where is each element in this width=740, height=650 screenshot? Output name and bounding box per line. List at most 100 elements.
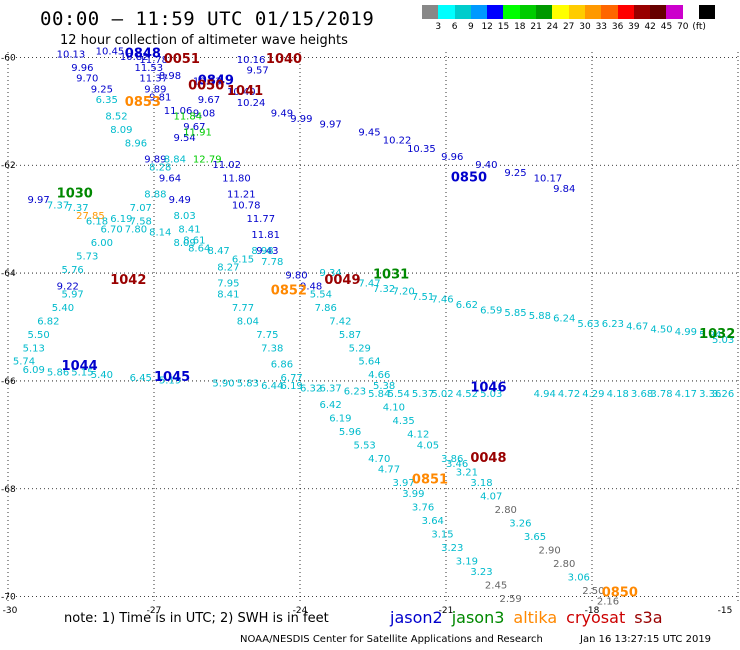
swh-value: 9.49 <box>271 109 293 120</box>
swh-value: 10.35 <box>407 144 436 155</box>
swh-value: 4.50 <box>650 324 672 335</box>
colorbar-label: 15 <box>497 22 510 32</box>
swh-value: 11.21 <box>227 190 256 201</box>
colorbar-label: 24 <box>546 22 559 32</box>
swh-value: 9.25 <box>504 168 526 179</box>
swh-value: 4.77 <box>378 465 400 476</box>
swh-value: 2.45 <box>485 581 507 592</box>
swh-value: 10.45 <box>96 47 125 58</box>
colorbar-label: 12 <box>481 22 493 32</box>
swh-value: 3.06 <box>568 572 590 583</box>
swh-value: 5.15 <box>71 368 93 379</box>
swh-value: 5.54 <box>388 389 410 400</box>
swh-value: 4.18 <box>607 389 629 400</box>
colorbar-cell <box>536 5 553 19</box>
swh-value: 9.43 <box>256 246 278 257</box>
pass-time-label: 1045 <box>154 370 190 385</box>
swh-value: 6.42 <box>319 400 341 411</box>
swh-value: 9.81 <box>149 93 171 104</box>
swh-value: 8.52 <box>105 111 127 122</box>
pass-time-label: 0850 <box>602 586 638 601</box>
colorbar-cell <box>601 5 618 19</box>
swh-value: 4.66 <box>368 370 390 381</box>
swh-value: 7.20 <box>392 287 414 298</box>
swh-value: 10.40 <box>227 87 256 98</box>
swh-value: 3.65 <box>524 532 546 543</box>
colorbar-cell <box>650 5 667 19</box>
swh-value: 6.32 <box>300 384 322 395</box>
colorbar-cell <box>568 5 585 19</box>
pass-time-label: 0852 <box>271 284 307 299</box>
units-note: note: 1) Time is in UTC; 2) SWH is in fe… <box>64 611 329 626</box>
swh-value: 9.67 <box>198 95 220 106</box>
colorbar-label: 3 <box>435 22 442 32</box>
swh-value: 7.86 <box>315 303 337 314</box>
swh-value: 9.70 <box>76 74 98 85</box>
swh-value: 6.44 <box>261 381 283 392</box>
swh-value: 6.18 <box>86 217 108 228</box>
swh-value: 5.40 <box>91 370 113 381</box>
swh-value: 4.05 <box>417 440 439 451</box>
swh-value: 8.64 <box>188 244 210 255</box>
swh-value: 9.25 <box>91 84 113 95</box>
swh-value: 4.94 <box>534 389 556 400</box>
pass-time-label: 0853 <box>125 95 161 110</box>
swh-value: 6.15 <box>232 254 254 265</box>
lat-label: -60 <box>1 53 16 63</box>
swh-value: 5.85 <box>504 308 526 319</box>
swh-value: 6.19 <box>329 413 351 424</box>
swh-value: 5.29 <box>349 343 371 354</box>
swh-value: 9.40 <box>475 160 497 171</box>
pass-time-label: 0848 <box>125 46 161 61</box>
swh-value: 3.86 <box>441 454 463 465</box>
lon-label: -30 <box>3 606 18 616</box>
map-axes: -60 -62 -64 -66 -68 -70 -30 -27 -24 -21 -18 -15 <box>1 53 732 616</box>
legend-jason3: jason3 <box>451 608 505 627</box>
pass-time-label: 1030 <box>57 187 93 202</box>
swh-value: 5.50 <box>27 330 49 341</box>
pass-time-label: 1032 <box>699 327 735 342</box>
lat-label: -70 <box>1 593 16 603</box>
swh-value: 7.78 <box>261 257 283 268</box>
color-scale-bar <box>422 5 716 19</box>
swh-value: 2.80 <box>553 559 575 570</box>
swh-value: 5.19 <box>159 376 181 387</box>
swh-value: 5.84 <box>368 389 390 400</box>
swh-value: 5.53 <box>354 440 376 451</box>
pass-time-label: 1042 <box>110 273 146 288</box>
swh-value: 4.29 <box>582 389 604 400</box>
swh-value: 5.73 <box>76 252 98 263</box>
swh-value: 6.19 <box>281 381 303 392</box>
swh-value: 3.18 <box>470 478 492 489</box>
swh-value: 9.67 <box>183 122 205 133</box>
swh-value: 5.83 <box>237 378 259 389</box>
legend-jason2: jason2 <box>390 608 443 627</box>
swh-value: 7.58 <box>130 217 152 228</box>
swh-value: 6.82 <box>37 316 59 327</box>
colorbar-label: 36 <box>611 22 624 32</box>
pass-time-label: 0851 <box>412 472 448 487</box>
swh-value: 5.37 <box>412 389 434 400</box>
colorbar-cell <box>666 5 683 19</box>
colorbar-label: 45 <box>660 22 673 32</box>
swh-value: 9.97 <box>27 195 49 206</box>
swh-value: 6.24 <box>553 314 575 325</box>
swh-value: 10.13 <box>193 76 222 87</box>
pass-time-label: 1041 <box>227 84 263 99</box>
swh-value: 9.99 <box>290 114 312 125</box>
colorbar-cell <box>584 5 602 19</box>
swh-value: 3.26 <box>509 519 531 530</box>
swh-value: 9.64 <box>159 173 181 184</box>
swh-value: 8.04 <box>237 316 259 327</box>
colorbar-cell <box>470 5 488 19</box>
pass-time-label: 0050 <box>188 79 224 94</box>
credit-line: NOAA/NESDIS Center for Satellite Applica… <box>240 634 543 645</box>
swh-value: 10.24 <box>237 98 266 109</box>
swh-value: 11.91 <box>183 128 212 139</box>
colorbar-label: 39 <box>628 22 640 32</box>
swh-value: 10.16 <box>237 55 266 66</box>
swh-value: 5.40 <box>52 303 74 314</box>
swh-value: 10.22 <box>383 136 412 147</box>
swh-value: 2.16 <box>597 597 619 608</box>
